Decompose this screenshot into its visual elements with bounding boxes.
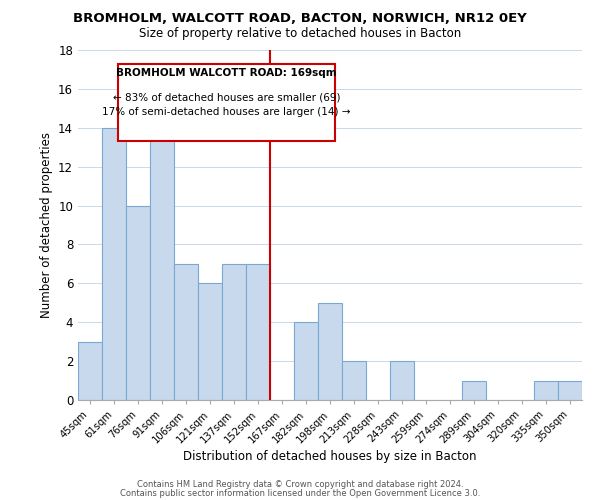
Bar — [534, 380, 558, 400]
Bar — [462, 380, 486, 400]
Bar — [390, 361, 414, 400]
Bar — [78, 342, 102, 400]
FancyBboxPatch shape — [118, 64, 335, 141]
Text: ← 83% of detached houses are smaller (69)
17% of semi-detached houses are larger: ← 83% of detached houses are smaller (69… — [103, 92, 351, 117]
Bar — [174, 264, 198, 400]
Bar — [246, 264, 270, 400]
Y-axis label: Number of detached properties: Number of detached properties — [40, 132, 53, 318]
Text: Contains HM Land Registry data © Crown copyright and database right 2024.: Contains HM Land Registry data © Crown c… — [137, 480, 463, 489]
Bar — [318, 303, 342, 400]
X-axis label: Distribution of detached houses by size in Bacton: Distribution of detached houses by size … — [183, 450, 477, 463]
Text: BROMHOLM, WALCOTT ROAD, BACTON, NORWICH, NR12 0EY: BROMHOLM, WALCOTT ROAD, BACTON, NORWICH,… — [73, 12, 527, 26]
Bar — [294, 322, 318, 400]
Text: Contains public sector information licensed under the Open Government Licence 3.: Contains public sector information licen… — [120, 488, 480, 498]
Bar — [198, 284, 222, 400]
Bar — [342, 361, 366, 400]
Bar — [150, 108, 174, 400]
Bar — [222, 264, 246, 400]
Bar — [558, 380, 582, 400]
Text: Size of property relative to detached houses in Bacton: Size of property relative to detached ho… — [139, 28, 461, 40]
Bar — [126, 206, 150, 400]
Bar — [102, 128, 126, 400]
Text: BROMHOLM WALCOTT ROAD: 169sqm: BROMHOLM WALCOTT ROAD: 169sqm — [116, 68, 337, 78]
